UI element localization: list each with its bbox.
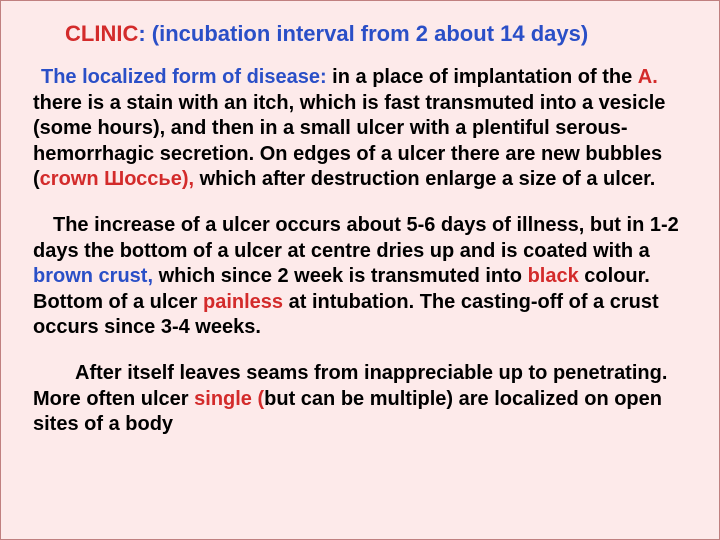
p3-single: single ( <box>194 388 264 410</box>
slide-title: CLINIC: (incubation interval from 2 abou… <box>65 21 691 47</box>
paragraph-3: After itself leaves seams from inappreci… <box>33 361 691 438</box>
p2-text-a: The increase of a ulcer occurs about 5-6… <box>33 214 679 262</box>
p2-brown-crust: brown crust, <box>33 265 153 287</box>
p1-a-letter: А. <box>638 66 658 88</box>
p1-localized: The localized form of disease: <box>41 66 327 88</box>
slide-container: CLINIC: (incubation interval from 2 abou… <box>0 0 720 540</box>
title-clinic: CLINIC <box>65 21 138 46</box>
p1-text-c: which after destruction enlarge a size o… <box>194 168 655 190</box>
p1-crown: crown Шоссье), <box>40 168 194 190</box>
paragraph-1: The localized form of disease: in a plac… <box>33 65 691 193</box>
p2-text-b: which since 2 week is transmuted into <box>153 265 528 287</box>
paragraph-2: The increase of a ulcer occurs about 5-6… <box>33 213 691 341</box>
p2-painless: painless <box>203 291 283 313</box>
p1-text-a: in a place of implantation of the <box>327 66 638 88</box>
title-subtitle: (incubation interval from 2 about 14 day… <box>146 21 589 46</box>
title-colon: : <box>138 21 145 46</box>
p2-black: black <box>528 265 579 287</box>
